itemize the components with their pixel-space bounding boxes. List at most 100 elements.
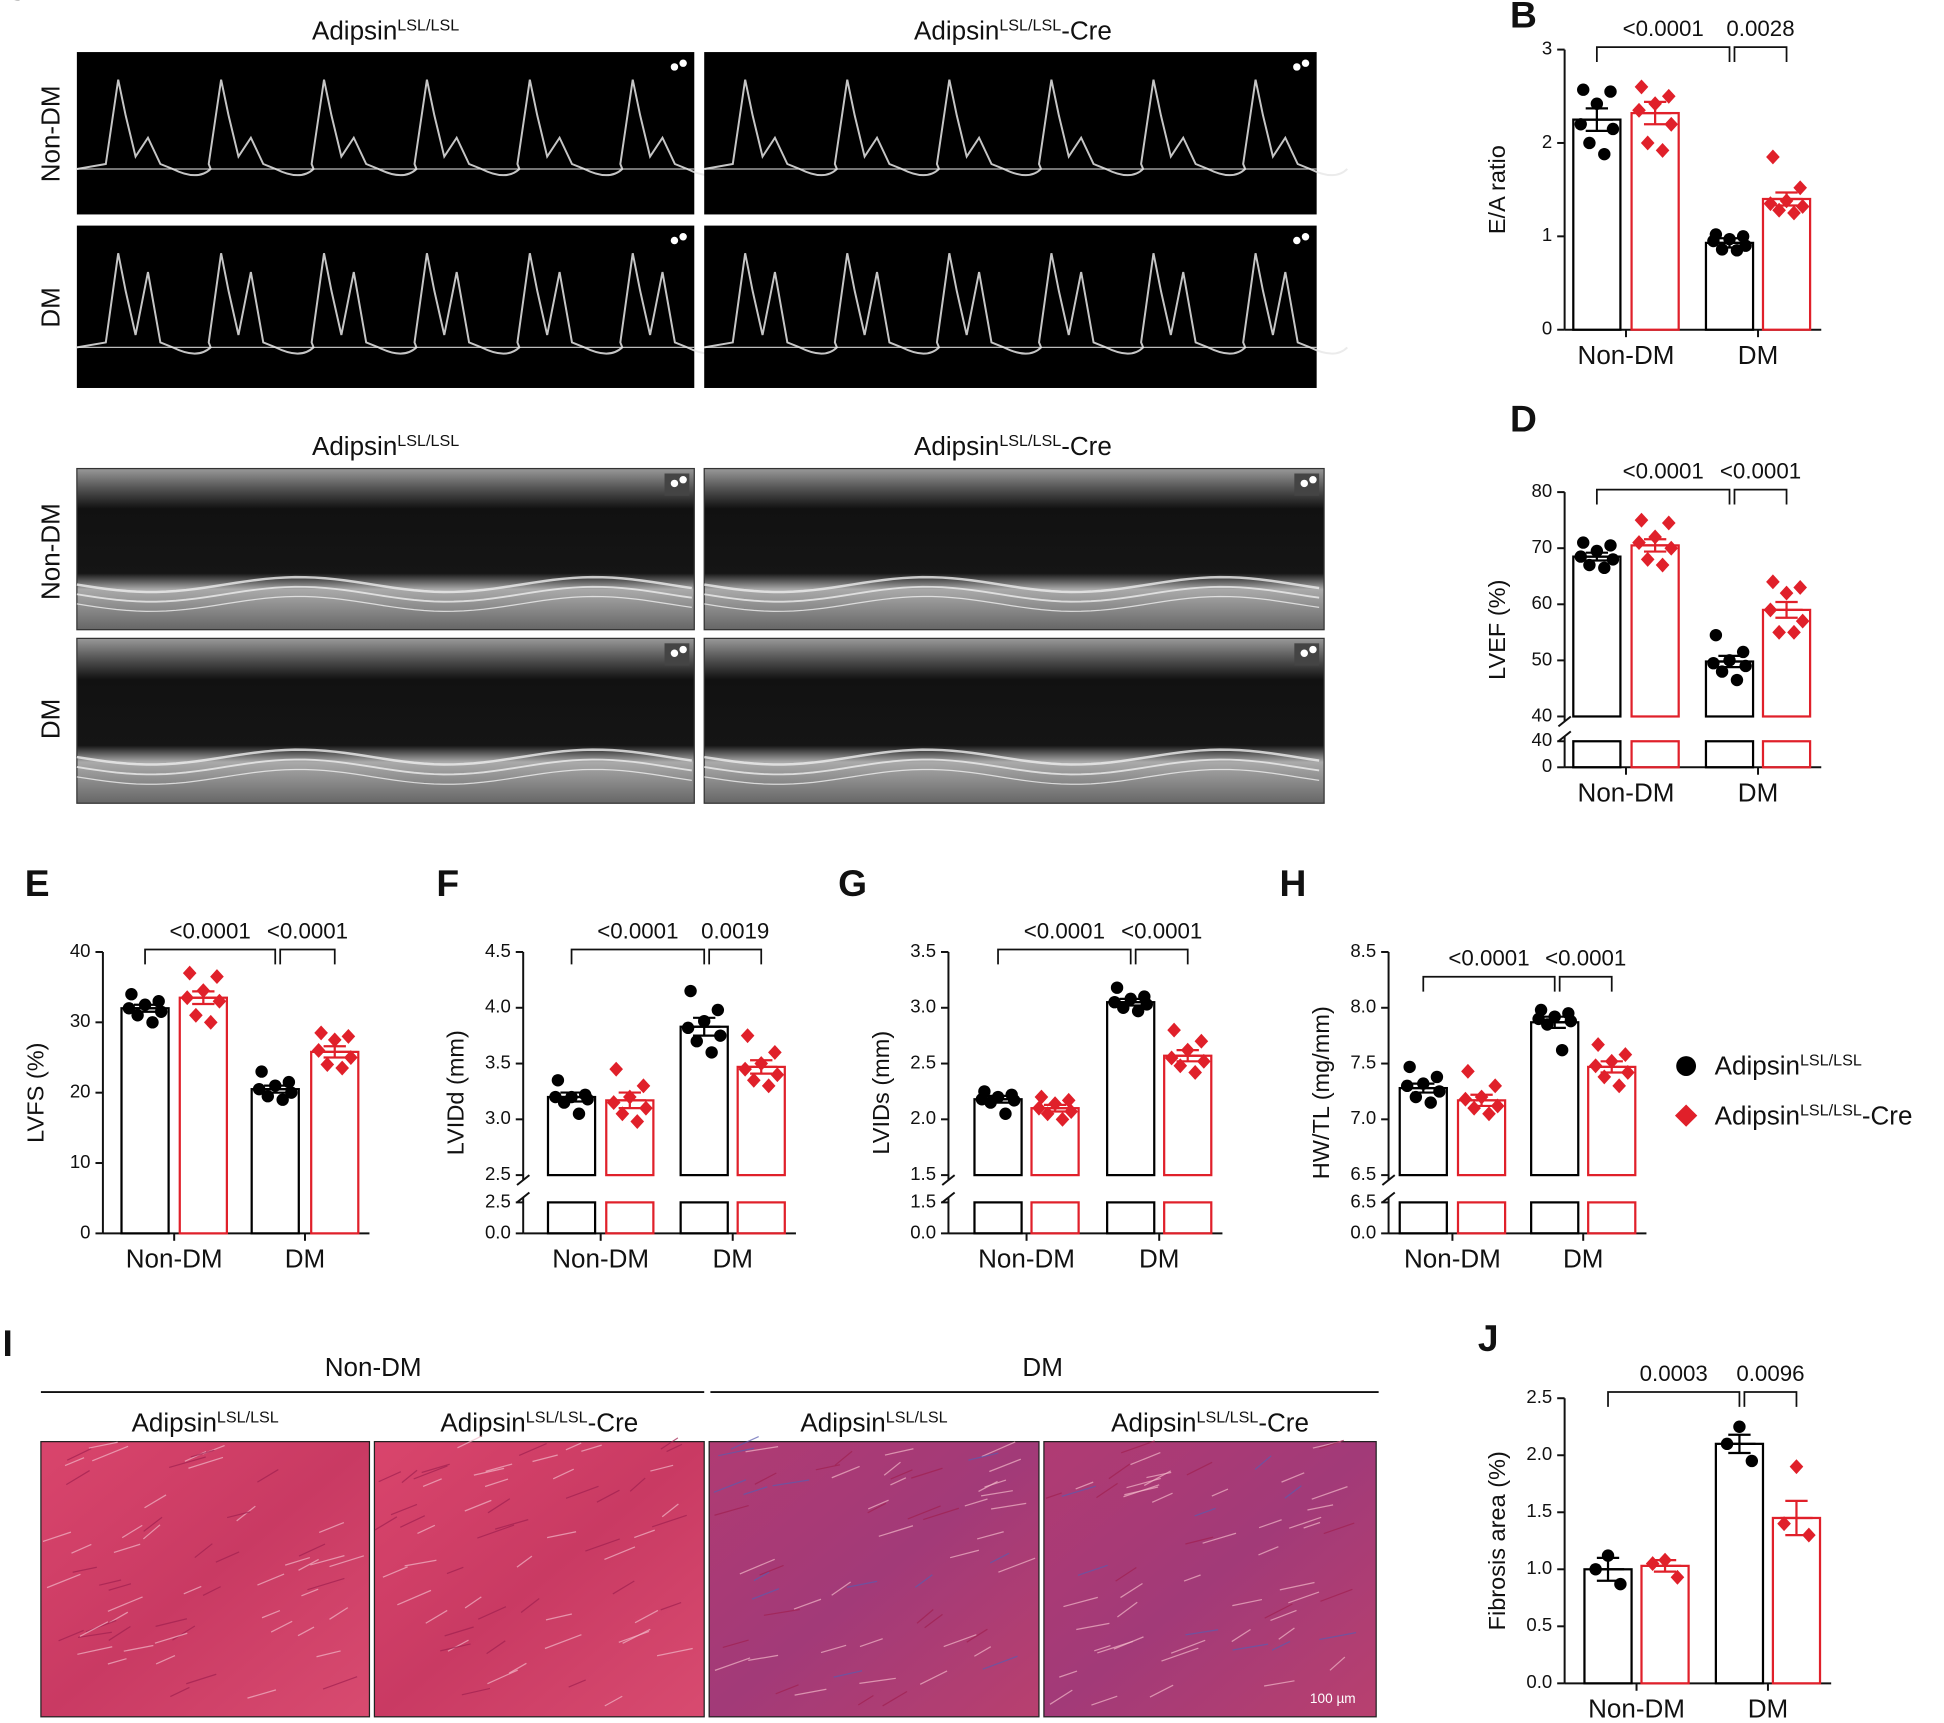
y-tick-label: 6.5 [1350,1163,1376,1184]
fiber [1091,1695,1118,1706]
fiber [1186,1461,1213,1476]
data-point [1715,243,1729,256]
label-part: Adipsin [312,16,397,46]
fiber [1063,1596,1098,1608]
data-point [203,1014,218,1030]
column-label: AdipsinLSL/LSL-Cre [914,431,1112,461]
y-tick-label: 2.5 [910,1051,936,1072]
mmode-wall [76,575,692,594]
fiber [121,1524,143,1539]
logo-dot [1309,645,1317,654]
fiber [867,1502,887,1514]
y-tick-label: 80 [1532,480,1553,501]
fiber [1120,1582,1143,1599]
data-point [1618,1047,1633,1063]
logo-dot [1301,59,1310,67]
label-part: LSL/LSL [999,17,1061,35]
y-tick-label: 6.5 [1350,1190,1376,1211]
fiber [949,1549,980,1559]
histology-image [1043,1440,1377,1718]
data-point [1640,551,1655,567]
fiber [714,1657,751,1671]
bar [1771,1516,1822,1685]
axis-break [516,1174,531,1186]
fiber [1094,1644,1111,1652]
fiber [772,1479,810,1487]
bar [1572,555,1622,718]
fiber [714,1504,749,1516]
data-point [1730,244,1744,257]
y-tick-label: 3 [1542,37,1552,58]
logo-dot [679,233,687,241]
y-tick-label: 0.0 [910,1221,936,1242]
fiber [108,1625,131,1641]
fiber [487,1669,518,1685]
y-tick-label: 50 [1532,648,1553,669]
scale-bar-label: 100 µm [1310,1691,1356,1706]
label-part: Adipsin [1715,1100,1800,1130]
y-tick-label: 0 [1542,755,1552,776]
x-tick-label: DM [712,1244,752,1274]
p-value: <0.0001 [597,918,678,943]
column-label: AdipsinLSL/LSL-Cre [440,1408,638,1438]
fiber [270,1620,293,1633]
x-tick-label: Non-DM [1578,777,1675,807]
fiber [186,1673,217,1685]
fiber [815,1464,841,1471]
p-value: <0.0001 [1545,946,1626,971]
fiber [374,1516,398,1531]
fiber [532,1454,558,1463]
data-point [1167,1022,1181,1038]
fiber [661,1503,679,1518]
data-point [146,1016,159,1029]
doppler-image [704,225,1317,388]
significance-bracket [1558,975,1613,992]
fiber [404,1559,437,1567]
fiber [878,1525,914,1537]
fiber [833,1670,863,1678]
logo-dot [679,645,687,654]
fiber [301,1588,319,1597]
bar-lower [679,1201,729,1235]
fiber [989,1552,1010,1564]
fiber [417,1524,436,1535]
fiber [1202,1532,1237,1544]
fiber [1303,1521,1321,1529]
x-tick-label: DM [1563,1244,1603,1274]
histology-image [373,1440,705,1718]
fiber [190,1449,215,1458]
group-label: DM [1022,1352,1062,1382]
p-value: <0.0001 [1623,458,1704,483]
fiber [487,1498,511,1514]
panel-label: I [2,1322,12,1364]
mmode-wall [704,575,1320,594]
p-value: <0.0001 [1121,918,1202,943]
fiber [612,1580,635,1595]
fiber [66,1447,92,1461]
mmode-wall [704,585,1320,603]
fiber [990,1502,1027,1510]
fiber [882,1690,908,1707]
fiber [329,1607,349,1620]
label-part: Adipsin [914,431,999,461]
fiber [1279,1581,1315,1591]
fiber [144,1494,167,1509]
fiber [123,1644,154,1652]
fiber [834,1450,853,1466]
data-point [1634,512,1649,528]
panel-label: J [1478,1317,1499,1359]
label-part: Adipsin [312,431,397,461]
fiber [568,1679,586,1688]
data-point [210,969,224,985]
data-point [1766,149,1780,165]
data-point [690,1035,703,1048]
label-part: -Cre [1061,16,1112,46]
x-tick-label: Non-DM [126,1244,223,1274]
fiber [924,1613,943,1629]
fiber [751,1588,780,1600]
data-point [1661,515,1676,531]
data-point [311,1043,326,1058]
y-tick-label: 0.0 [1526,1671,1552,1692]
fiber [1121,1440,1155,1454]
data-point [746,1072,761,1088]
